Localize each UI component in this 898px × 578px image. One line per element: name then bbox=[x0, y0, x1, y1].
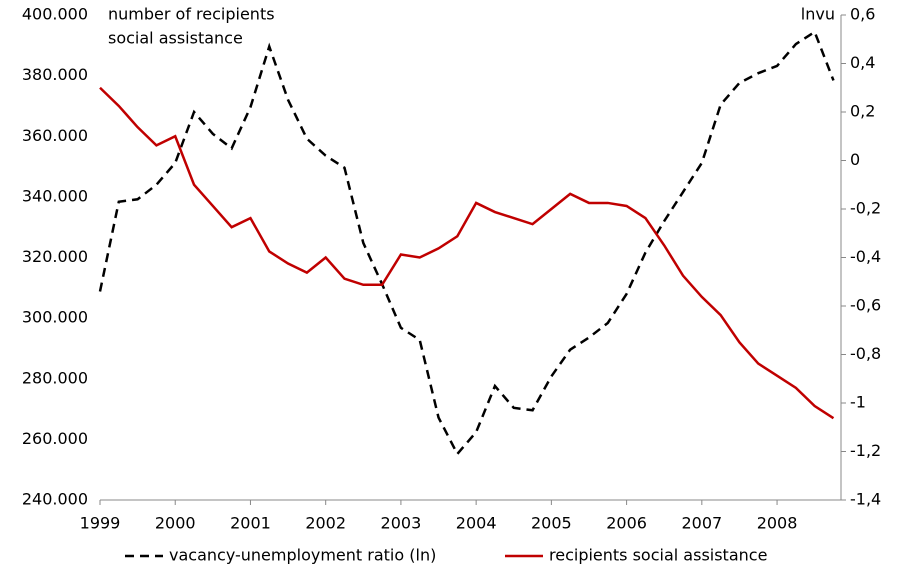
y-tick-label: 340.000 bbox=[22, 186, 88, 205]
y2-tick-label: -0,2 bbox=[850, 199, 881, 218]
y2-tick-label: 0 bbox=[850, 150, 860, 169]
legend-label: vacancy-unemployment ratio (ln) bbox=[169, 546, 436, 565]
y-axis-label: number of recipients bbox=[108, 5, 275, 24]
x-tick-label: 2000 bbox=[155, 514, 196, 533]
x-tick-label: 2004 bbox=[456, 514, 497, 533]
y2-axis-label: lnvu bbox=[801, 5, 835, 24]
series-line bbox=[99, 86, 835, 420]
y-tick-label: 260.000 bbox=[22, 429, 88, 448]
y2-tick-label: 0,2 bbox=[850, 102, 875, 121]
y-tick-label: 300.000 bbox=[22, 308, 88, 327]
x-tick-label: 2005 bbox=[531, 514, 572, 533]
y2-tick-label: -1 bbox=[850, 393, 866, 412]
x-tick-label: 2002 bbox=[305, 514, 346, 533]
y2-tick-label: -0,6 bbox=[850, 296, 881, 315]
y2-tick-label: -1,2 bbox=[850, 441, 881, 460]
x-tick-label: 2003 bbox=[381, 514, 422, 533]
y2-tick-label: 0,6 bbox=[850, 5, 875, 24]
x-tick-label: 1999 bbox=[80, 514, 121, 533]
legend-label: recipients social assistance bbox=[549, 546, 767, 565]
y2-tick-label: -0,8 bbox=[850, 344, 881, 363]
y-tick-label: 360.000 bbox=[22, 126, 88, 145]
x-tick-label: 2008 bbox=[757, 514, 798, 533]
y-tick-label: 280.000 bbox=[22, 368, 88, 387]
y-tick-label: 320.000 bbox=[22, 247, 88, 266]
x-tick-label: 2001 bbox=[230, 514, 271, 533]
y2-tick-label: 0,4 bbox=[850, 53, 875, 72]
y2-tick-label: -0,4 bbox=[850, 247, 881, 266]
x-tick-label: 2007 bbox=[681, 514, 722, 533]
y-tick-label: 400.000 bbox=[22, 5, 88, 24]
y-axis-label: social assistance bbox=[108, 29, 243, 48]
series-line bbox=[98, 30, 835, 457]
y-tick-label: 240.000 bbox=[22, 490, 88, 509]
y-tick-label: 380.000 bbox=[22, 65, 88, 84]
y2-tick-label: -1,4 bbox=[850, 490, 881, 509]
x-tick-label: 2006 bbox=[606, 514, 647, 533]
